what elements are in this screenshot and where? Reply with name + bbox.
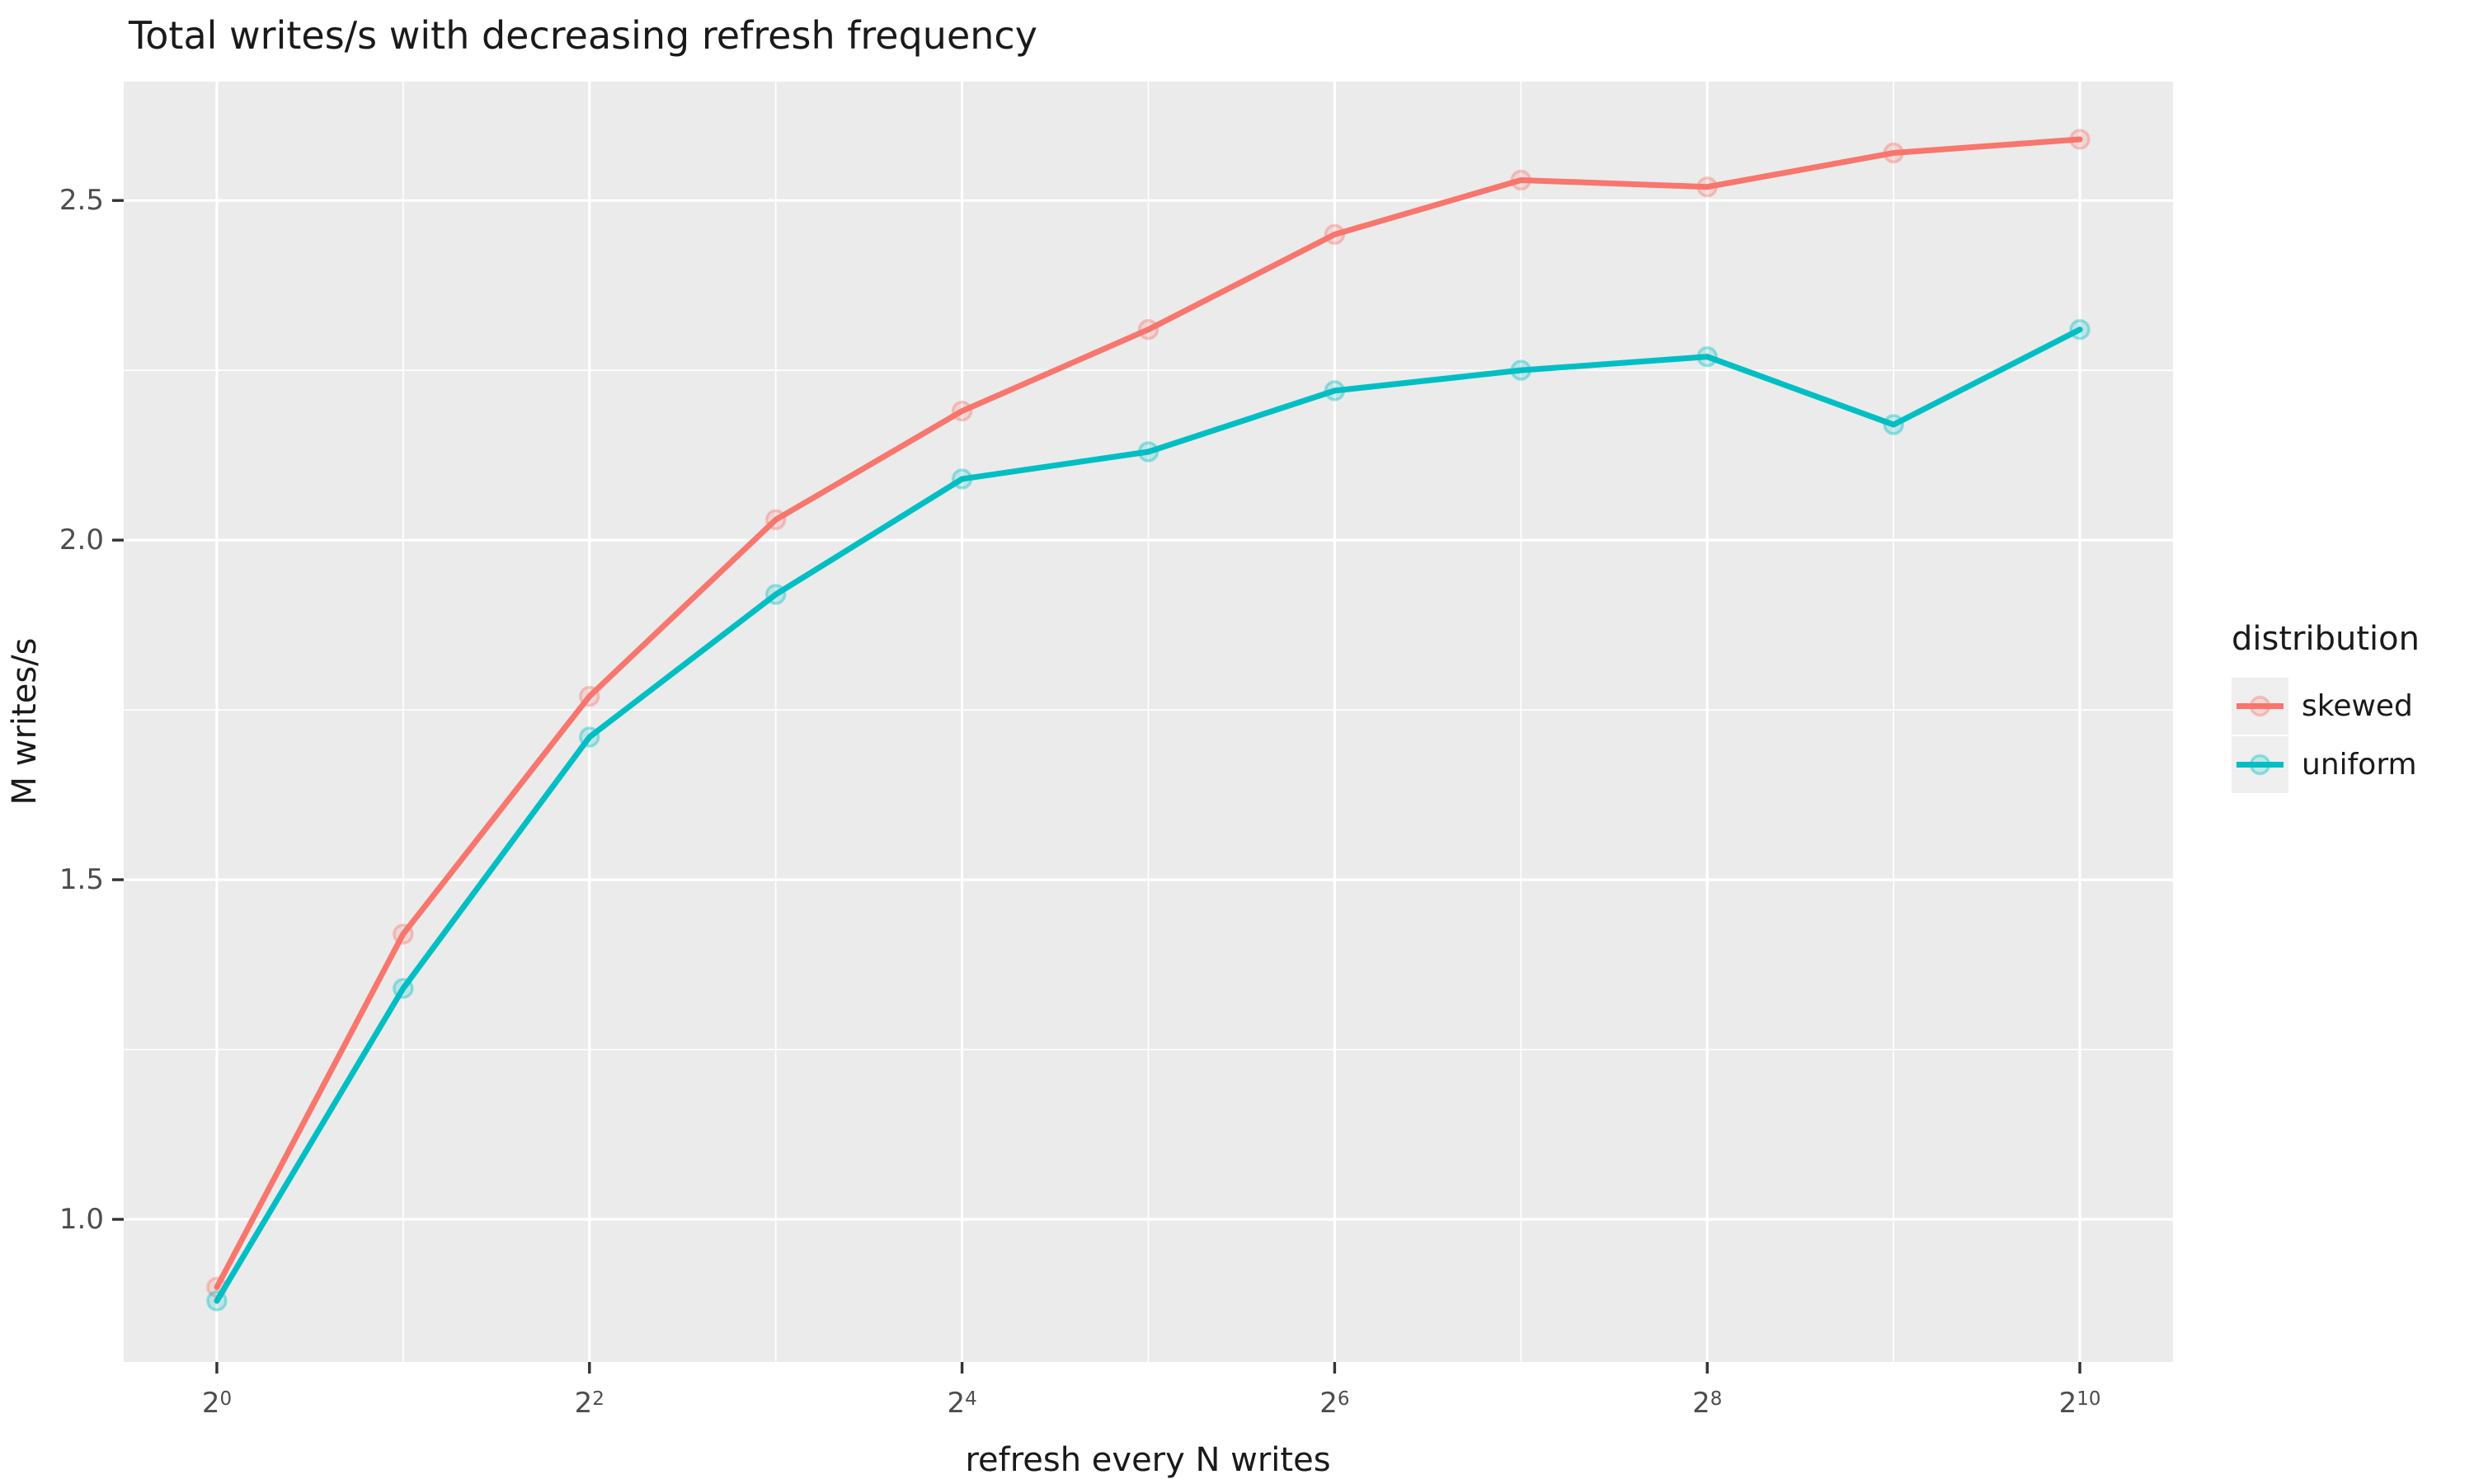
x-tick-label: 210 xyxy=(2058,1387,2101,1420)
data-point-skewed xyxy=(1696,176,1718,198)
x-tick-label: 28 xyxy=(1692,1387,1723,1420)
data-point-uniform xyxy=(951,468,973,490)
series-line-uniform xyxy=(214,326,2083,1304)
data-point-skewed xyxy=(1883,142,1904,164)
legend-title: distribution xyxy=(2232,620,2420,658)
legend-item-uniform: uniform xyxy=(2232,736,2420,793)
data-point-skewed xyxy=(1137,318,1159,340)
legend-key-uniform-icon xyxy=(2232,736,2288,793)
data-point-skewed xyxy=(951,400,973,422)
data-point-uniform xyxy=(764,584,787,605)
data-point-skewed xyxy=(1324,223,1346,246)
y-axis-title: M writes/s xyxy=(6,637,44,805)
y-tick-label: 1.0 xyxy=(59,1202,104,1236)
data-point-uniform xyxy=(1324,380,1346,402)
data-point-skewed xyxy=(764,509,787,531)
y-tick-label: 2.5 xyxy=(59,184,104,218)
data-point-uniform xyxy=(206,1290,228,1312)
data-point-uniform xyxy=(579,726,600,748)
data-point-skewed xyxy=(2069,129,2091,150)
data-point-skewed xyxy=(1510,169,1532,191)
chart-title: Total writes/s with decreasing refresh f… xyxy=(129,13,1037,58)
data-point-uniform xyxy=(1137,441,1159,463)
x-tick-label: 22 xyxy=(574,1387,604,1420)
data-point-uniform xyxy=(1883,414,1904,435)
data-point-uniform xyxy=(2069,318,2091,340)
data-point-skewed xyxy=(579,685,600,707)
series-line-skewed xyxy=(214,136,2083,1290)
x-axis-title: refresh every N writes xyxy=(965,1441,1331,1479)
y-tick-label: 1.5 xyxy=(59,863,104,897)
legend-label-skewed: skewed xyxy=(2302,689,2413,723)
legend-key-skewed-icon xyxy=(2232,678,2288,735)
data-point-skewed xyxy=(393,923,414,945)
x-tick-label: 24 xyxy=(947,1387,977,1420)
y-tick-label: 2.0 xyxy=(59,524,104,557)
x-tick-label: 26 xyxy=(1319,1387,1350,1420)
data-point-uniform xyxy=(1510,359,1532,381)
legend: distribution skewed uniform xyxy=(2232,620,2420,795)
legend-label-uniform: uniform xyxy=(2302,748,2417,782)
data-point-uniform xyxy=(393,978,414,999)
legend-item-skewed: skewed xyxy=(2232,678,2420,735)
x-tick-label: 20 xyxy=(201,1387,233,1420)
data-point-uniform xyxy=(1696,345,1718,368)
